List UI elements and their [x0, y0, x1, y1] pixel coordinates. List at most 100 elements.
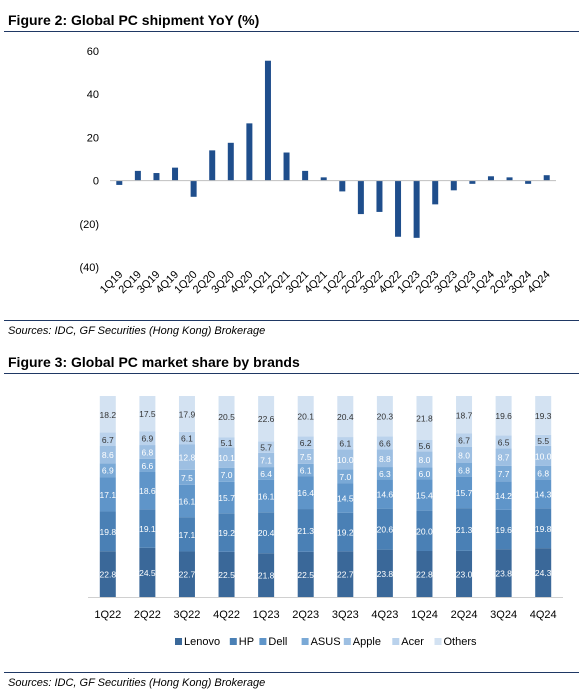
- segment-others-3Q23: [337, 396, 354, 438]
- bar-4Q23: [469, 180, 476, 184]
- legend-swatch-hp: [229, 638, 237, 645]
- data-label: 18.6: [139, 486, 156, 496]
- segment-others-1Q24: [416, 396, 433, 440]
- segment-lenovo-4Q23: [376, 549, 393, 597]
- x-tick-label: 4Q24: [530, 609, 557, 621]
- legend-swatch-lenovo: [175, 638, 182, 645]
- data-label: 19.6: [495, 525, 512, 535]
- segment-others-3Q24: [495, 396, 512, 436]
- data-label: 22.8: [416, 569, 433, 579]
- data-label: 7.5: [300, 452, 312, 462]
- data-label: 6.9: [102, 466, 114, 476]
- segment-dell-2Q22: [139, 471, 156, 510]
- segment-others-2Q24: [456, 396, 473, 434]
- segment-lenovo-2Q23: [297, 551, 314, 597]
- segment-hp-4Q22: [218, 513, 235, 552]
- segment-hp-2Q24: [456, 508, 473, 551]
- legend-swatch-dell: [259, 638, 267, 645]
- segment-acer-2Q23: [297, 436, 314, 449]
- data-label: 22.6: [258, 414, 275, 424]
- x-tick-label: 1Q22: [94, 609, 121, 621]
- data-label: 6.8: [141, 447, 153, 457]
- segment-asus-3Q24: [495, 465, 512, 482]
- yoy-bar-chart: 6040200(20)(40)1Q192Q193Q194Q191Q202Q203…: [79, 46, 556, 296]
- segment-asus-1Q22: [99, 463, 116, 478]
- segment-lenovo-4Q22: [218, 551, 235, 597]
- segment-dell-1Q22: [99, 477, 116, 512]
- y-tick-label: 20: [87, 132, 99, 144]
- data-label: 6.6: [379, 438, 391, 448]
- bar-4Q20: [246, 123, 253, 181]
- segment-others-1Q23: [258, 396, 275, 442]
- segment-others-4Q23: [376, 396, 393, 437]
- data-label: 6.1: [181, 434, 193, 444]
- segment-apple-2Q22: [139, 445, 156, 459]
- data-label: 8.0: [458, 450, 470, 460]
- data-label: 8.6: [102, 450, 114, 460]
- x-tick-label: 1Q24: [411, 609, 438, 621]
- bar-2Q23: [432, 180, 439, 205]
- bar-2Q24: [506, 177, 513, 181]
- data-label: 7.7: [498, 469, 510, 479]
- data-label: 6.1: [339, 439, 351, 449]
- bar-2Q20: [209, 150, 216, 181]
- data-label: 7.1: [260, 455, 272, 465]
- data-label: 17.9: [179, 409, 196, 419]
- segment-asus-4Q22: [218, 467, 235, 482]
- segment-lenovo-4Q24: [535, 548, 552, 597]
- segment-dell-1Q23: [258, 479, 275, 513]
- segment-asus-2Q23: [297, 463, 314, 477]
- segment-hp-1Q23: [258, 512, 275, 554]
- data-label: 19.2: [337, 528, 354, 538]
- data-label: 15.4: [416, 491, 433, 501]
- data-label: 6.3: [379, 469, 391, 479]
- segment-hp-3Q22: [178, 517, 195, 552]
- y-tick-label: 60: [87, 46, 99, 58]
- data-label: 6.1: [300, 465, 312, 475]
- legend-label-apple: Apple: [353, 636, 381, 648]
- segment-others-4Q22: [218, 396, 235, 438]
- data-label: 6.5: [498, 437, 510, 447]
- data-label: 17.1: [179, 530, 196, 540]
- data-label: 19.8: [535, 524, 552, 534]
- market-share-stacked-chart: 22.8 19.8 17.1 6.9 8.6 6.7 18.2 1Q22 24.5 19.1 18.…: [88, 396, 563, 648]
- segment-hp-2Q22: [139, 509, 156, 548]
- segment-lenovo-3Q24: [495, 549, 512, 597]
- segment-dell-4Q23: [376, 479, 393, 509]
- figure2-title-rule: [4, 31, 579, 32]
- segment-asus-3Q23: [337, 469, 354, 484]
- x-tick-label: 4Q23: [371, 609, 398, 621]
- segment-dell-2Q23: [297, 476, 314, 510]
- x-tick-label: 3Q23: [332, 609, 359, 621]
- bar-3Q23: [450, 180, 457, 191]
- data-label: 6.4: [260, 469, 272, 479]
- segment-acer-4Q23: [376, 436, 393, 450]
- data-label: 22.7: [337, 570, 354, 580]
- bar-3Q20: [227, 142, 234, 181]
- segment-others-2Q23: [297, 396, 314, 437]
- data-label: 14.6: [377, 490, 394, 500]
- segment-hp-1Q22: [99, 511, 116, 552]
- data-label: 7.5: [181, 473, 193, 483]
- legend-label-acer: Acer: [401, 636, 424, 648]
- data-label: 6.0: [419, 469, 431, 479]
- bar-1Q21: [264, 60, 271, 181]
- data-label: 20.5: [218, 412, 235, 422]
- figure2-source: Sources: IDC, GF Securities (Hong Kong) …: [8, 325, 266, 337]
- data-label: 5.1: [221, 438, 233, 448]
- data-label: 22.8: [100, 570, 117, 580]
- data-label: 16.4: [297, 488, 314, 498]
- data-label: 18.2: [100, 410, 117, 420]
- segment-acer-4Q24: [535, 434, 552, 446]
- legend-swatch-others: [434, 638, 442, 645]
- data-label: 19.2: [218, 528, 235, 538]
- segment-dell-4Q24: [535, 479, 552, 509]
- segment-asus-2Q22: [139, 458, 156, 472]
- y-tick-label: (20): [79, 219, 99, 231]
- segment-dell-1Q24: [416, 479, 433, 511]
- y-tick-label: (40): [79, 262, 99, 274]
- data-label: 21.3: [456, 525, 473, 535]
- segment-apple-4Q23: [376, 449, 393, 468]
- segment-lenovo-3Q23: [337, 551, 354, 597]
- segment-hp-1Q24: [416, 510, 433, 551]
